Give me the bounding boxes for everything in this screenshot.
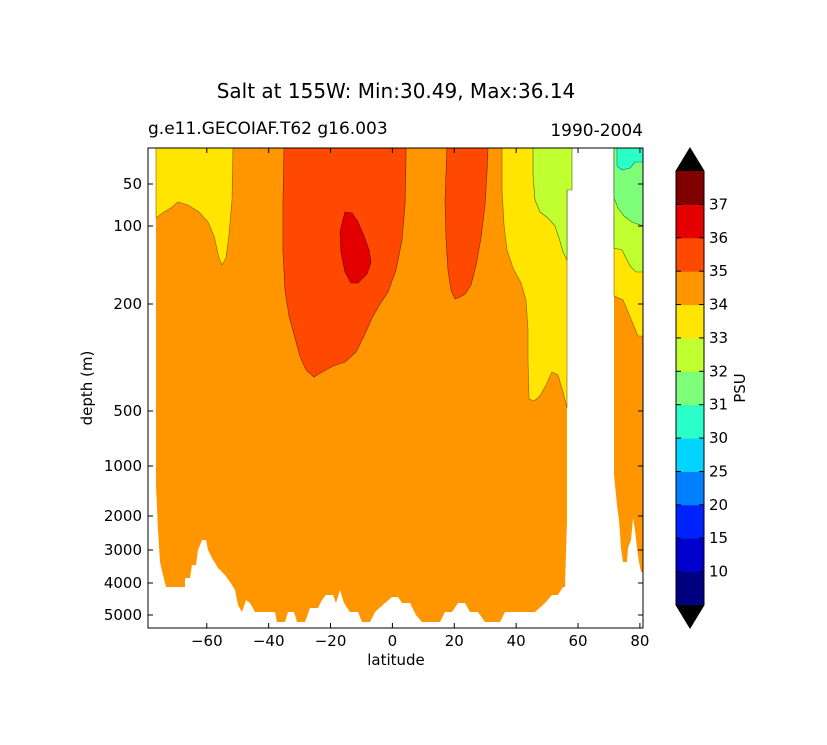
colorbar-segment [676, 204, 704, 239]
colorbar-segment [676, 371, 704, 406]
region-30-31-arctic [616, 148, 643, 171]
colorbar-label: PSU [731, 373, 749, 403]
x-tick-label: 40 [507, 632, 526, 650]
x-tick-label: −40 [253, 632, 285, 650]
x-tick-label: −20 [315, 632, 347, 650]
colorbar-segment [676, 171, 704, 205]
colorbar-segment [676, 337, 704, 372]
colorbar-tick-label: 31 [709, 396, 728, 414]
y-tick-label: 500 [113, 402, 142, 420]
colorbar-tick-label: 36 [709, 229, 728, 247]
plot-area [148, 148, 643, 628]
x-tick-label: −60 [191, 632, 223, 650]
x-tick-label: 0 [388, 632, 398, 650]
colorbar-tick-label: 25 [709, 462, 728, 480]
y-tick-label: 100 [113, 217, 142, 235]
y-tick-label: 50 [123, 175, 142, 193]
colorbar-tick-label: 32 [709, 362, 728, 380]
colorbar-tick-label: 37 [709, 195, 728, 213]
x-tick-label: 60 [568, 632, 587, 650]
region-32-33-north [532, 148, 573, 261]
colorbar-tick-label: 15 [709, 529, 728, 547]
colorbar-extend-max [676, 148, 704, 171]
y-tick-label: 5000 [104, 606, 142, 624]
colorbar-segment [676, 304, 704, 339]
x-tick-label: 80 [630, 632, 649, 650]
y-axis: 50 100 200 500 1000 2000 3000 4000 5000 [104, 175, 643, 624]
colorbar-segment [676, 237, 704, 272]
colorbar-extend-min [676, 605, 704, 628]
y-tick-label: 4000 [104, 574, 142, 592]
x-tick-label: 20 [445, 632, 464, 650]
y-tick-label: 1000 [104, 457, 142, 475]
colorbar-tick-label: 35 [709, 262, 728, 280]
colorbar-segment [676, 538, 704, 573]
y-tick-label: 3000 [104, 541, 142, 559]
colorbar-segment [676, 504, 704, 539]
colorbar-tick-label: 30 [709, 429, 728, 447]
axes-frame [147, 147, 644, 629]
colorbar-tick-label: 34 [709, 296, 728, 314]
colorbar-tick-label: 20 [709, 496, 728, 514]
chart-title: Salt at 155W: Min:30.49, Max:36.14 [217, 79, 576, 103]
colorbar: 10 15 20 25 30 31 32 33 34 35 36 37 [675, 147, 728, 629]
colorbar-segment [676, 471, 704, 506]
colorbar-tick-label: 10 [709, 563, 728, 581]
x-axis-label: latitude [367, 651, 425, 669]
subtitle-left: g.e11.GECOIAF.T62 g16.003 [148, 119, 388, 139]
y-tick-label: 200 [113, 295, 142, 313]
colorbar-tick-label: 33 [709, 329, 728, 347]
y-tick-label: 2000 [104, 507, 142, 525]
region-35-36-north [444, 148, 489, 300]
region-33-34-south [155, 148, 234, 266]
colorbar-segment [676, 438, 704, 472]
y-axis-label: depth (m) [78, 351, 96, 426]
colorbar-segment [676, 404, 704, 439]
colorbar-segment [676, 571, 704, 606]
x-axis: −60 −40 −20 0 20 40 60 80 [191, 148, 649, 650]
colorbar-outline [675, 147, 705, 629]
region-36-37-core [339, 211, 372, 284]
subtitle-right: 1990-2004 [550, 121, 643, 141]
colorbar-segment [676, 271, 704, 306]
